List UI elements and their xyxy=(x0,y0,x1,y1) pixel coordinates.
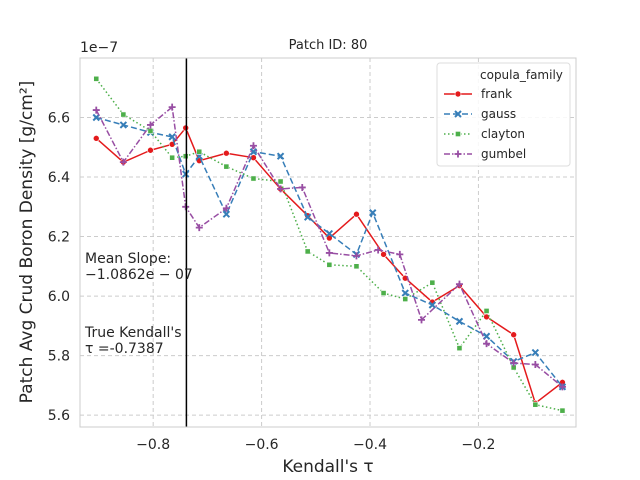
data-point-gauss xyxy=(369,209,377,217)
y-tick-label: 5.6 xyxy=(48,408,70,424)
mean-slope-value: −1.0862e − 07 xyxy=(85,267,193,283)
legend: copula_family frank gauss clayton gumbel xyxy=(436,62,571,167)
data-point-clayton xyxy=(380,290,387,296)
data-point-gumbel xyxy=(298,183,306,191)
data-point-clayton xyxy=(532,401,539,408)
data-point-frank xyxy=(223,149,230,157)
data-point-frank xyxy=(380,251,387,258)
data-point-gauss xyxy=(401,289,409,297)
data-point-frank xyxy=(353,210,360,218)
data-point-gumbel xyxy=(510,359,518,367)
plot-frame xyxy=(79,57,577,428)
data-point-clayton xyxy=(196,148,203,155)
data-point-gumbel xyxy=(374,246,382,254)
data-point-clayton xyxy=(353,263,360,270)
y-offset-text: 1e−7 xyxy=(80,40,118,56)
series-line-gumbel xyxy=(95,106,563,388)
data-point-clayton xyxy=(277,178,284,185)
data-point-clayton xyxy=(456,345,463,352)
series-layer xyxy=(92,75,567,414)
data-point-frank xyxy=(92,135,100,142)
data-point-clayton xyxy=(304,248,311,255)
data-point-clayton xyxy=(169,154,176,161)
y-tick-label: 6.4 xyxy=(48,170,70,186)
legend-entry-clayton: clayton xyxy=(444,127,525,141)
data-point-gumbel xyxy=(558,383,566,391)
data-point-frank xyxy=(326,234,333,242)
legend-label: frank xyxy=(481,87,512,101)
legend-title: copula_family xyxy=(480,68,563,82)
data-point-gumbel xyxy=(483,340,491,348)
data-point-gauss xyxy=(303,213,312,221)
data-point-gauss xyxy=(249,148,258,156)
data-point-clayton xyxy=(250,175,257,182)
data-point-gauss xyxy=(455,317,464,326)
chart-title: Patch ID: 80 xyxy=(289,38,368,53)
x-tick-label: −0.2 xyxy=(461,437,495,453)
data-point-clayton xyxy=(402,296,409,302)
data-point-gumbel xyxy=(222,204,230,212)
data-point-gauss xyxy=(119,121,128,129)
data-point-gumbel xyxy=(277,185,285,193)
data-point-clayton xyxy=(93,75,100,82)
legend-box xyxy=(436,62,571,167)
data-point-gumbel xyxy=(195,224,203,232)
x-tick-label: −0.6 xyxy=(245,437,279,453)
data-point-frank xyxy=(510,331,517,339)
y-tick-label: 6.2 xyxy=(48,230,70,246)
data-point-gumbel xyxy=(531,361,539,369)
data-point-gumbel xyxy=(352,252,360,260)
data-point-clayton xyxy=(223,163,230,170)
data-point-gumbel xyxy=(249,142,257,150)
data-point-gumbel xyxy=(418,316,426,324)
x-ticks: −0.8 −0.6 −0.4 −0.2 xyxy=(136,437,495,453)
data-point-gumbel xyxy=(325,249,333,257)
x-tick-label: −0.4 xyxy=(353,437,387,453)
data-point-gauss xyxy=(428,301,437,309)
true-tau-label: True Kendall's xyxy=(84,325,182,341)
data-point-gumbel xyxy=(119,158,127,166)
data-point-frank xyxy=(147,146,154,154)
data-point-clayton xyxy=(326,261,333,268)
mean-slope-label: Mean Slope: xyxy=(85,251,171,267)
legend-marker xyxy=(454,90,462,98)
data-point-clayton xyxy=(483,308,490,314)
data-point-clayton xyxy=(120,111,127,118)
data-point-clayton xyxy=(559,407,566,414)
legend-marker xyxy=(455,131,461,137)
legend-marker xyxy=(454,150,462,158)
data-point-frank xyxy=(483,313,490,321)
legend-marker xyxy=(454,110,462,118)
legend-entry-gauss: gauss xyxy=(444,107,516,121)
x-tick-label: −0.8 xyxy=(136,437,170,453)
y-ticks: 5.6 5.8 6.0 6.2 6.4 6.6 xyxy=(48,111,70,425)
data-point-gumbel xyxy=(455,280,463,288)
data-point-gauss xyxy=(276,152,285,160)
data-point-gumbel xyxy=(146,121,154,129)
data-point-gumbel xyxy=(168,103,176,111)
y-tick-label: 6.0 xyxy=(48,289,70,305)
legend-label: clayton xyxy=(481,127,525,141)
data-point-gauss xyxy=(168,133,176,141)
data-point-gauss xyxy=(531,348,540,357)
data-point-clayton xyxy=(429,279,436,286)
series-gumbel xyxy=(92,103,566,391)
legend-label: gumbel xyxy=(481,147,526,161)
legend-entry-frank: frank xyxy=(444,87,512,101)
legend-label: gauss xyxy=(481,107,516,121)
data-point-gauss xyxy=(325,229,334,238)
data-point-clayton xyxy=(147,128,154,134)
y-tick-label: 6.6 xyxy=(48,111,70,127)
data-point-gumbel xyxy=(92,106,100,114)
data-point-gauss xyxy=(222,210,231,218)
y-tick-label: 5.8 xyxy=(48,349,70,365)
legend-entries: frank gauss clayton gumbel xyxy=(444,87,526,161)
y-axis-label: Patch Avg Crud Boron Density [g/cm²] xyxy=(17,81,37,404)
x-axis-label: Kendall's τ xyxy=(282,457,373,477)
data-point-gumbel xyxy=(396,250,404,258)
legend-entry-gumbel: gumbel xyxy=(444,147,526,161)
series-clayton xyxy=(93,75,566,414)
true-tau-value: τ =-0.7387 xyxy=(85,341,164,357)
